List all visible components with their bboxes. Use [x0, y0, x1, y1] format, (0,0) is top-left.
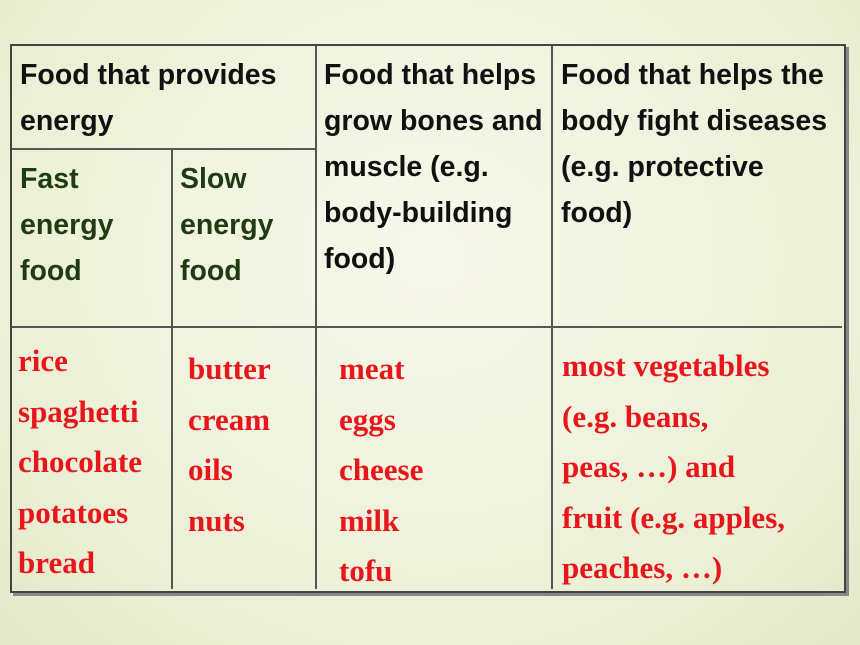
food-item: rice — [18, 343, 68, 378]
food-item: peaches, …) — [562, 550, 723, 585]
vline-1 — [171, 148, 173, 589]
header-body-building: Food that helps grow bones and muscle (e… — [324, 59, 543, 275]
growth-food-list: meat eggs cheese milk tofu — [339, 344, 423, 597]
food-item: oils — [188, 452, 233, 487]
food-item: milk — [339, 502, 400, 538]
food-item: cheese — [339, 452, 424, 487]
food-groups-table: Food that provides energy Fast energy fo… — [10, 44, 846, 593]
hline-sub — [12, 148, 317, 150]
food-item: fruit (e.g. apples, — [562, 499, 786, 535]
header-energy: Food that provides energy — [20, 59, 277, 137]
header-slow-energy: Slow energy food — [180, 163, 274, 287]
food-item: bread — [18, 545, 95, 580]
food-item: potatoes — [18, 494, 129, 530]
food-item: peas, …) and — [562, 449, 736, 484]
food-item: cream — [188, 401, 271, 437]
food-item: tofu — [339, 553, 393, 588]
food-item: meat — [339, 351, 405, 386]
food-item: (e.g. beans, — [562, 398, 709, 434]
header-fast-energy: Fast energy food — [20, 163, 114, 287]
food-item: butter — [188, 351, 271, 386]
hline-body — [12, 326, 842, 328]
fast-food-list: rice spaghetti chocolate potatoes bread — [18, 336, 142, 589]
header-protective: Food that helps the body fight diseases … — [561, 59, 828, 229]
protective-food-list: most vegetables (e.g. beans, peas, …) and f… — [562, 341, 785, 594]
vline-3 — [551, 46, 553, 589]
food-item: spaghetti — [18, 393, 139, 429]
slow-food-list: butter cream oils nuts — [188, 344, 271, 546]
food-item: nuts — [188, 502, 245, 538]
food-item: chocolate — [18, 444, 142, 479]
vline-2 — [315, 46, 317, 589]
food-item: eggs — [339, 401, 396, 437]
food-item: most vegetables — [562, 348, 770, 383]
